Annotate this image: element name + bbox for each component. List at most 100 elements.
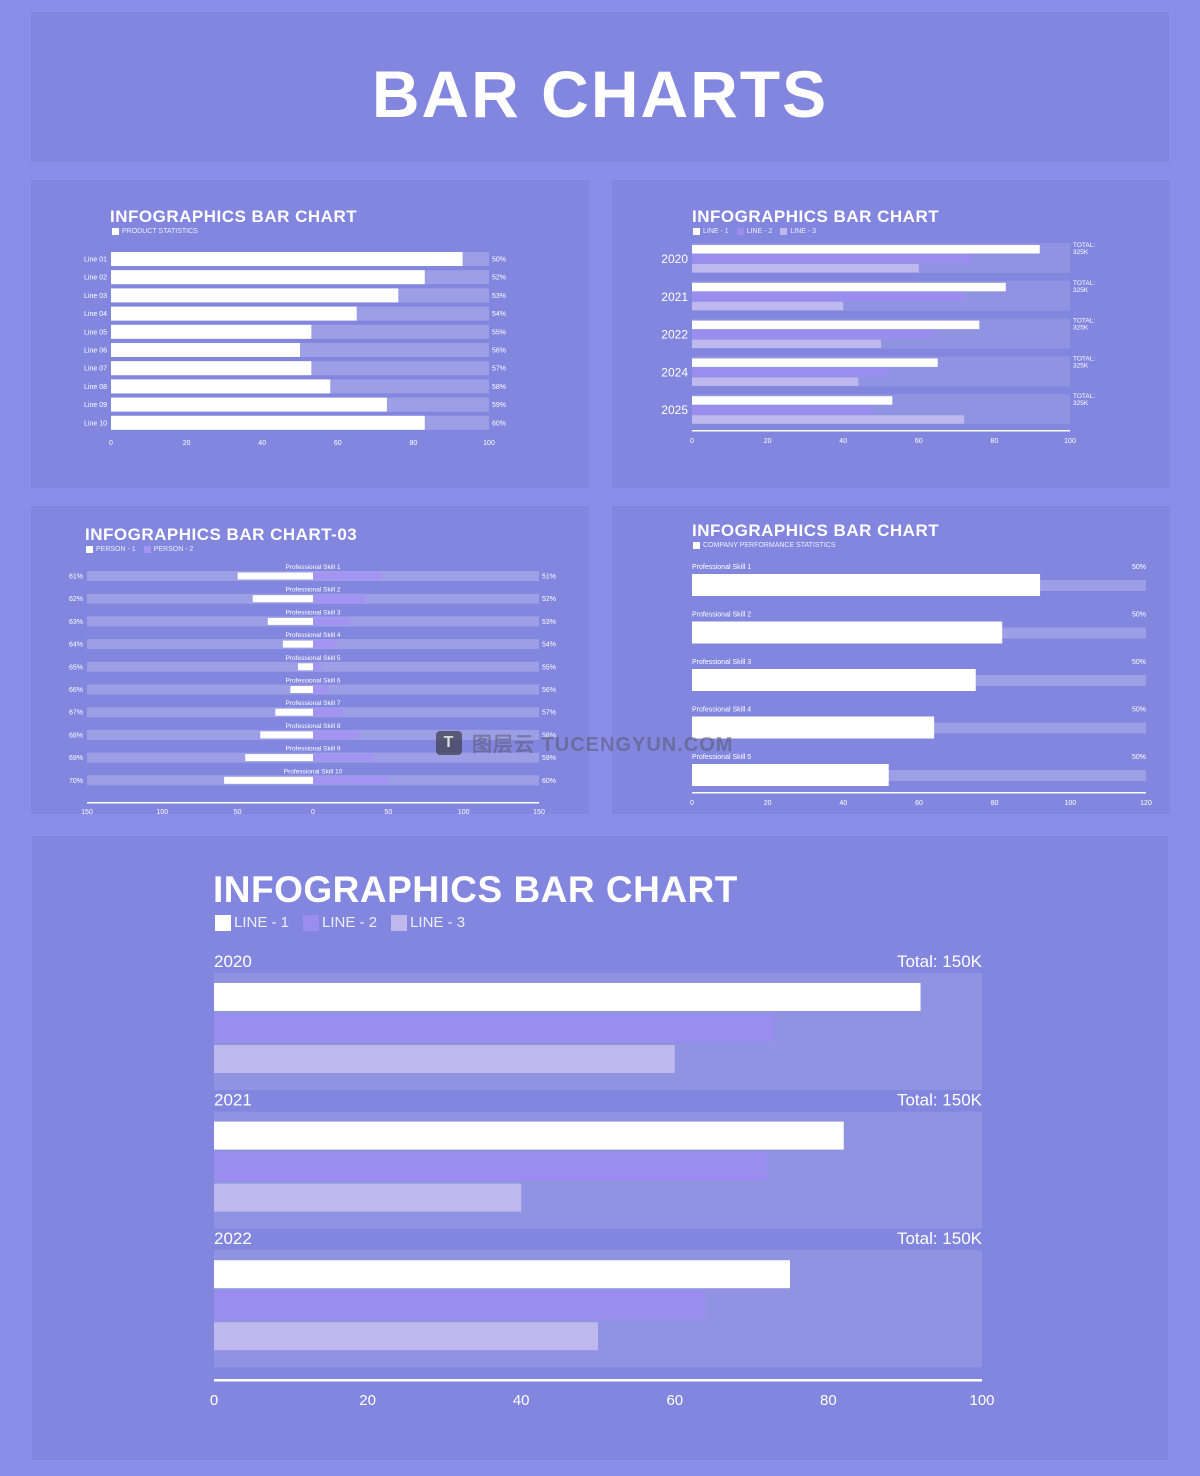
category-label: 2025	[661, 403, 688, 417]
chart-panel-1: INFOGRAPHICS BAR CHART PRODUCT STATISTIC…	[31, 180, 589, 488]
bar	[692, 367, 889, 377]
category-label: Professional Skill 9	[286, 746, 341, 753]
bar	[111, 288, 399, 303]
bar	[111, 270, 425, 285]
x-tick-label: 100	[969, 1392, 994, 1409]
legend-label: LINE - 1	[703, 228, 729, 235]
watermark-logo-icon: T	[436, 730, 462, 755]
data-label: 50%	[1132, 564, 1146, 571]
category-label: Line 03	[84, 293, 107, 300]
bar-person-2	[313, 663, 321, 671]
watermark-text: 图层云 TUCENGYUN.COM	[472, 734, 734, 756]
total-label-value: 325K	[1073, 287, 1089, 294]
x-tick-label: 20	[183, 440, 191, 447]
legend-item: PERSON - 2	[143, 546, 193, 553]
bar	[692, 264, 919, 273]
bar	[692, 669, 976, 691]
legend-label: PRODUCT STATISTICS	[122, 228, 198, 235]
x-tick-label: 0	[109, 440, 113, 447]
bar	[214, 1291, 706, 1320]
x-axis-line	[692, 430, 1070, 432]
chart-panel-4: INFOGRAPHICS BAR CHART COMPANY PERFORMAN…	[612, 506, 1170, 814]
right-data-label: 59%	[542, 755, 556, 762]
bar	[692, 358, 938, 367]
bar	[111, 343, 300, 357]
x-tick-label: 0	[210, 1392, 218, 1409]
total-label-value: 325K	[1073, 362, 1089, 369]
bar-person-1	[260, 731, 313, 739]
bar	[111, 306, 357, 321]
bar-person-1	[275, 708, 313, 716]
data-label: 57%	[492, 366, 506, 373]
category-label: Professional Skill 1	[286, 564, 341, 571]
x-tick-label: 0	[690, 438, 694, 445]
category-label: Line 06	[84, 348, 107, 355]
bar	[214, 1014, 775, 1042]
category-label: Professional Skill 6	[286, 678, 341, 685]
category-label: Professional Skill 2	[286, 587, 341, 594]
right-data-label: 55%	[542, 664, 556, 671]
chart-5-legend: LINE - 1 LINE - 2 LINE - 3	[215, 914, 465, 931]
bar	[692, 716, 935, 739]
total-label-prefix: TOTAL:	[1073, 393, 1095, 400]
category-label: 2022	[661, 328, 688, 342]
legend-label: LINE - 1	[234, 914, 290, 931]
left-data-label: 69%	[69, 755, 83, 762]
bar-person-2	[313, 595, 366, 603]
x-tick-label: 80	[991, 438, 999, 445]
data-label: 56%	[492, 348, 506, 355]
bar	[692, 320, 980, 330]
x-tick-label: 100	[156, 809, 168, 816]
chart-2-legend: LINE - 1 LINE - 2 LINE - 3	[693, 228, 816, 235]
x-tick-label: 80	[820, 1392, 837, 1409]
bar	[692, 764, 889, 786]
chart-2-title: INFOGRAPHICS BAR CHART	[692, 207, 940, 226]
category-label: Line 01	[84, 257, 107, 264]
legend-item: PRODUCT STATISTICS	[112, 228, 198, 235]
data-label: 52%	[492, 275, 506, 282]
x-tick-label: 50	[234, 809, 242, 816]
x-tick-label: 150	[533, 809, 545, 816]
right-data-label: 58%	[542, 732, 556, 739]
category-label: Professional Skill 7	[286, 700, 341, 707]
right-data-label: 54%	[542, 642, 556, 649]
bar-track	[692, 770, 1146, 781]
total-label-value: 325K	[1073, 400, 1089, 407]
category-label: Professional Skill 3	[286, 609, 341, 616]
watermark: T 图层云 TUCENGYUN.COM	[436, 728, 733, 757]
bar	[214, 1121, 844, 1150]
category-label: Professional Skill 5	[286, 655, 341, 662]
bar	[111, 361, 312, 376]
x-tick-label: 40	[839, 800, 847, 807]
left-data-label: 62%	[69, 596, 83, 603]
bar	[692, 254, 972, 263]
data-label: 50%	[1132, 659, 1146, 666]
x-tick-label: 40	[513, 1392, 530, 1409]
bar	[214, 1322, 598, 1351]
legend-item: COMPANY PERFORMANCE STATISTICS	[693, 542, 836, 549]
legend-item: LINE - 3	[780, 228, 816, 235]
bar	[692, 621, 1003, 644]
legend-swatch	[693, 228, 700, 235]
data-label: 60%	[492, 420, 506, 427]
total-label-prefix: TOTAL:	[1073, 242, 1095, 249]
left-data-label: 65%	[69, 664, 83, 671]
data-label: 54%	[492, 311, 506, 318]
chart-4-title: INFOGRAPHICS BAR CHART	[692, 521, 940, 540]
x-tick-label: 20	[764, 438, 772, 445]
legend-label: COMPANY PERFORMANCE STATISTICS	[703, 542, 836, 549]
x-tick-label: 80	[410, 440, 418, 447]
left-data-label: 66%	[69, 687, 83, 694]
title-banner: BAR CHARTS	[31, 12, 1169, 162]
category-label: 2022	[214, 1229, 252, 1248]
total-label-prefix: TOTAL:	[1073, 355, 1095, 362]
data-label: 58%	[492, 384, 506, 391]
x-tick-label: 20	[359, 1392, 376, 1409]
category-label: Professional Skill 3	[692, 659, 751, 666]
x-tick-label: 50	[384, 809, 392, 816]
chart-3-title: INFOGRAPHICS BAR CHART-03	[85, 525, 358, 544]
category-label: Line 10	[84, 420, 107, 427]
category-label: Line 09	[84, 402, 107, 409]
